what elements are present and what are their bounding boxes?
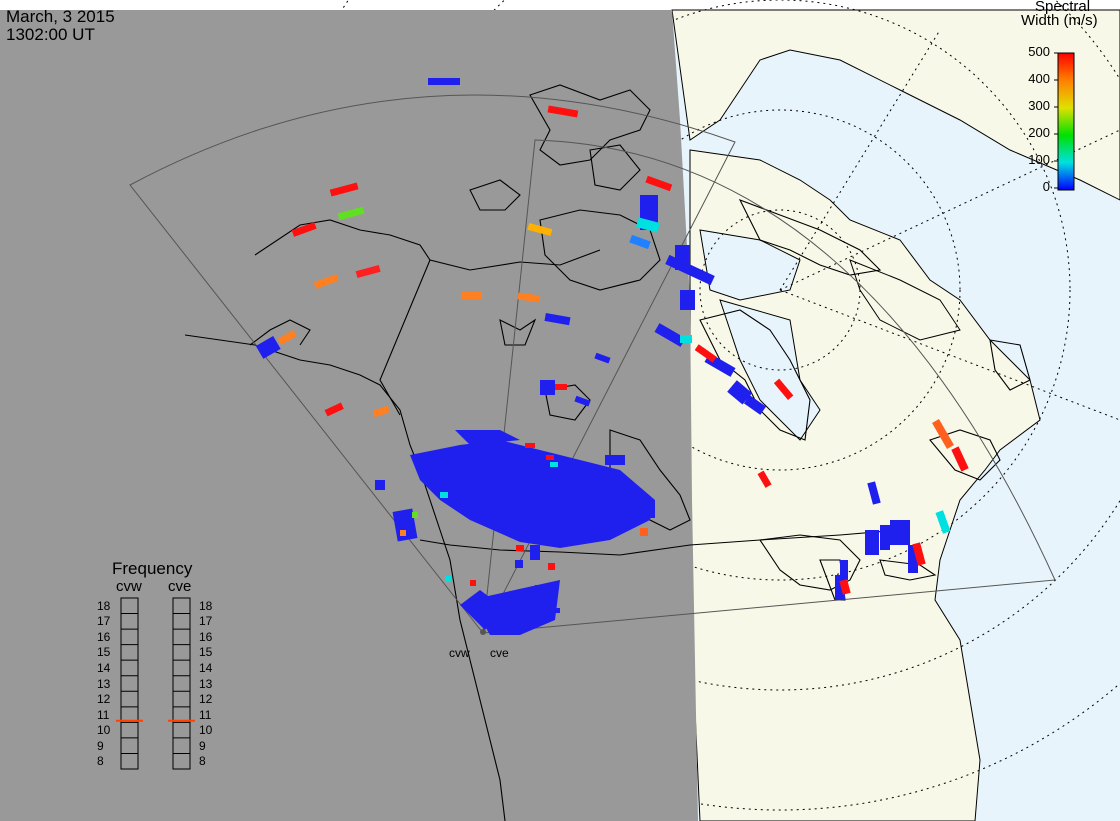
colorbar-tick: 300 [1028,98,1050,113]
frequency-label-right: 15 [199,645,213,660]
colorbar-tick: 0 [1042,179,1050,194]
frequency-label-left: 8 [97,754,104,769]
frequency-label-left: 10 [97,723,111,738]
frequency-panel [116,597,195,770]
colorbar-tick: 500 [1028,44,1050,59]
frequency-label-left: 9 [97,738,104,753]
radar-fov [129,94,1056,634]
radar-label-cvw: cvw [449,646,470,660]
colorbar-tick: 200 [1028,125,1050,140]
frequency-label-right: 13 [199,676,213,691]
scatter-cells [255,78,969,635]
time-label: 1302:00 UT [6,25,95,44]
frequency-label-right: 10 [199,723,213,738]
frequency-radar-cve: cve [168,578,192,595]
colorbar-title-line2: Width (m/s) [1021,12,1098,29]
frequency-label-right: 16 [199,629,213,644]
frequency-label-right: 8 [199,754,206,769]
radar-site-marker [480,629,486,635]
colorbar-title-line1: Spectral [1035,0,1091,15]
frequency-radar-cvw: cvw [116,578,142,595]
frequency-label-left: 11 [97,707,110,722]
frequency-label-left: 14 [97,660,111,675]
frequency-title: Frequency [112,559,193,578]
date-label: March, 3 2015 [6,7,115,26]
frequency-label-right: 17 [199,614,213,629]
colorbar [1054,52,1075,191]
day-land [671,9,1120,821]
radar-label-cve: cve [490,646,509,660]
frequency-label-left: 15 [97,645,111,660]
frequency-label-right: 12 [199,692,213,707]
frequency-label-left: 16 [97,629,111,644]
frequency-label-right: 9 [199,738,206,753]
frequency-label-left: 18 [97,598,111,613]
frequency-label-right: 11 [199,707,212,722]
frequency-label-left: 17 [97,614,111,629]
frequency-label-right: 18 [199,598,213,613]
coastlines-day [699,198,1031,601]
frequency-label-right: 14 [199,660,213,675]
frequency-label-left: 13 [97,676,111,691]
frequency-label-left: 12 [97,692,111,707]
colorbar-tick: 100 [1028,152,1050,167]
colorbar-tick: 400 [1028,71,1050,86]
